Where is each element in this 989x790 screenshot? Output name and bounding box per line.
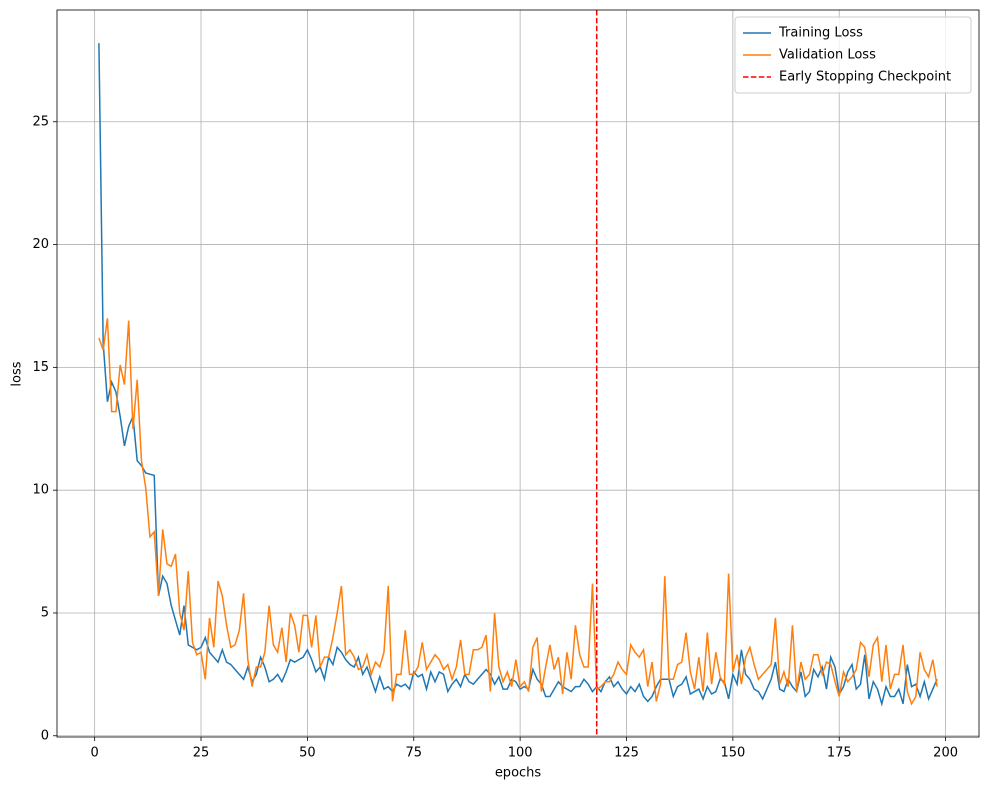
series-line: [98, 318, 938, 706]
grid: [57, 10, 979, 737]
x-tick-label: 75: [405, 746, 422, 761]
legend-label: Early Stopping Checkpoint: [779, 70, 951, 85]
y-tick-label: 10: [32, 483, 49, 498]
y-tick-label: 20: [32, 237, 49, 252]
legend-label: Validation Loss: [779, 48, 876, 63]
x-tick-label: 100: [508, 746, 533, 761]
x-tick-label: 25: [193, 746, 210, 761]
x-tick-label: 0: [91, 746, 99, 761]
x-tick-label: 150: [720, 746, 745, 761]
x-tick-label: 200: [933, 746, 958, 761]
y-tick-label: 15: [32, 360, 49, 375]
y-tick-label: 25: [32, 114, 49, 129]
series-line: [98, 43, 938, 707]
legend: Training Loss Validation Loss Early Stoppi…: [734, 16, 972, 94]
y-tick-label: 0: [41, 728, 49, 743]
y-tick-label: 5: [41, 605, 49, 620]
x-tick-label: 125: [614, 746, 639, 761]
x-tick-label: 50: [299, 746, 316, 761]
legend-box: [734, 16, 972, 94]
y-axis-label: loss: [10, 361, 25, 386]
x-axis-label: epochs: [495, 766, 542, 781]
legend-label: Training Loss: [778, 26, 863, 41]
plot-frame: [56, 9, 980, 738]
x-tick-label: 175: [827, 746, 852, 761]
